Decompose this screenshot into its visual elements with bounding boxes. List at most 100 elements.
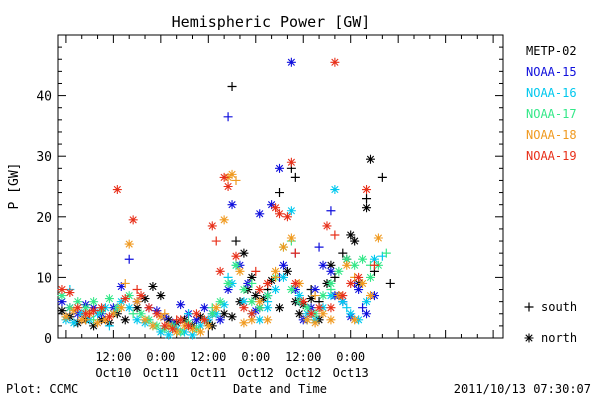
data-point-north	[286, 157, 296, 167]
data-point-north	[369, 254, 379, 264]
data-point-north	[278, 242, 288, 252]
data-point-south	[132, 285, 142, 295]
data-point-north	[57, 291, 67, 301]
data-point-north	[215, 315, 225, 325]
data-point-north	[97, 303, 107, 313]
x-tick-label-date: Oct11	[143, 366, 179, 380]
data-point-north	[176, 300, 186, 310]
data-point-north	[255, 297, 265, 307]
data-point-north	[215, 266, 225, 276]
marker-legend: south north	[524, 300, 577, 345]
x-tick-label-date: Oct12	[238, 366, 274, 380]
data-point-north	[275, 163, 285, 173]
chart-title: Hemispheric Power [GW]	[172, 13, 371, 31]
data-point-north	[231, 260, 241, 270]
y-axis-ticks: 0 10 20 30 40	[36, 34, 503, 347]
data-point-south	[251, 266, 261, 276]
data-point-north	[89, 297, 99, 307]
x-tick-label-date: Oct13	[333, 366, 369, 380]
data-point-north	[275, 303, 285, 313]
y-tick-label: 10	[36, 271, 52, 286]
data-point-north	[326, 278, 336, 288]
marker-legend-label: south	[541, 300, 577, 314]
x-tick-label-date: Oct12	[285, 366, 321, 380]
data-point-north	[69, 306, 79, 316]
data-point-north	[93, 318, 103, 328]
data-point-north	[251, 291, 261, 301]
data-point-south	[247, 278, 257, 288]
data-point-north	[235, 266, 245, 276]
data-point-north	[247, 272, 257, 282]
x-tick-label-time: 0:00	[336, 350, 365, 364]
data-point-north	[160, 321, 170, 331]
data-point-north	[112, 185, 122, 195]
data-point-north	[306, 309, 316, 319]
data-point-north	[219, 215, 229, 225]
x-axis-label: Date and Time	[233, 382, 327, 396]
data-point-north	[255, 315, 265, 325]
data-point-north	[358, 254, 368, 264]
data-point-north	[302, 303, 312, 313]
data-point-north	[81, 303, 91, 313]
data-point-south	[211, 236, 221, 246]
data-point-north	[247, 315, 257, 325]
data-point-north	[223, 182, 233, 191]
data-point-north	[247, 297, 257, 307]
data-point-north	[239, 318, 249, 328]
data-point-north	[120, 315, 130, 325]
series-noaa-19	[57, 57, 379, 334]
data-point-south	[362, 194, 372, 204]
data-point-north	[365, 272, 375, 282]
data-point-south	[231, 236, 241, 246]
data-point-north	[227, 200, 237, 210]
y-tick-label: 20	[36, 211, 52, 226]
data-points	[57, 57, 395, 340]
data-point-north	[290, 278, 300, 288]
data-point-north	[322, 221, 332, 231]
data-point-north	[278, 272, 288, 282]
data-point-north	[302, 315, 312, 325]
data-point-north	[365, 154, 375, 164]
data-point-north	[263, 303, 273, 313]
data-point-north	[267, 200, 277, 210]
data-point-north	[57, 285, 67, 295]
data-point-north	[172, 327, 182, 337]
data-point-north	[346, 309, 356, 319]
data-point-north	[104, 312, 114, 322]
data-point-north	[65, 303, 75, 313]
data-point-north	[338, 297, 348, 307]
data-point-north	[255, 285, 265, 295]
data-point-north	[330, 57, 340, 67]
x-tick-label-time: 0:00	[146, 350, 175, 364]
data-point-north	[73, 297, 83, 307]
legend-item: NOAA-19	[526, 149, 577, 163]
data-point-north	[334, 266, 344, 276]
data-point-south	[342, 303, 352, 313]
data-point-north	[342, 254, 352, 264]
data-point-north	[263, 315, 273, 325]
data-point-north	[282, 266, 292, 276]
data-point-south	[223, 112, 233, 122]
data-point-north	[239, 303, 249, 313]
plot-credit: Plot: CCMC	[6, 382, 78, 396]
data-point-north	[168, 324, 178, 334]
data-point-north	[195, 312, 205, 322]
data-point-north	[219, 300, 229, 310]
data-point-south	[385, 278, 395, 288]
data-point-north	[354, 272, 364, 282]
data-point-south	[275, 188, 285, 198]
data-point-north	[120, 294, 130, 304]
x-tick-label-time: 12:00	[285, 350, 321, 364]
series-metp-02	[57, 82, 395, 331]
data-point-south	[124, 254, 134, 264]
data-point-north	[286, 206, 296, 216]
data-point-north	[358, 278, 368, 288]
data-point-north	[227, 312, 237, 322]
data-point-north	[73, 303, 83, 313]
data-point-north	[219, 172, 229, 182]
data-point-north	[140, 315, 150, 325]
data-point-north	[239, 248, 249, 258]
data-point-north	[199, 303, 209, 313]
data-point-north	[144, 303, 154, 313]
data-point-south	[314, 242, 324, 252]
